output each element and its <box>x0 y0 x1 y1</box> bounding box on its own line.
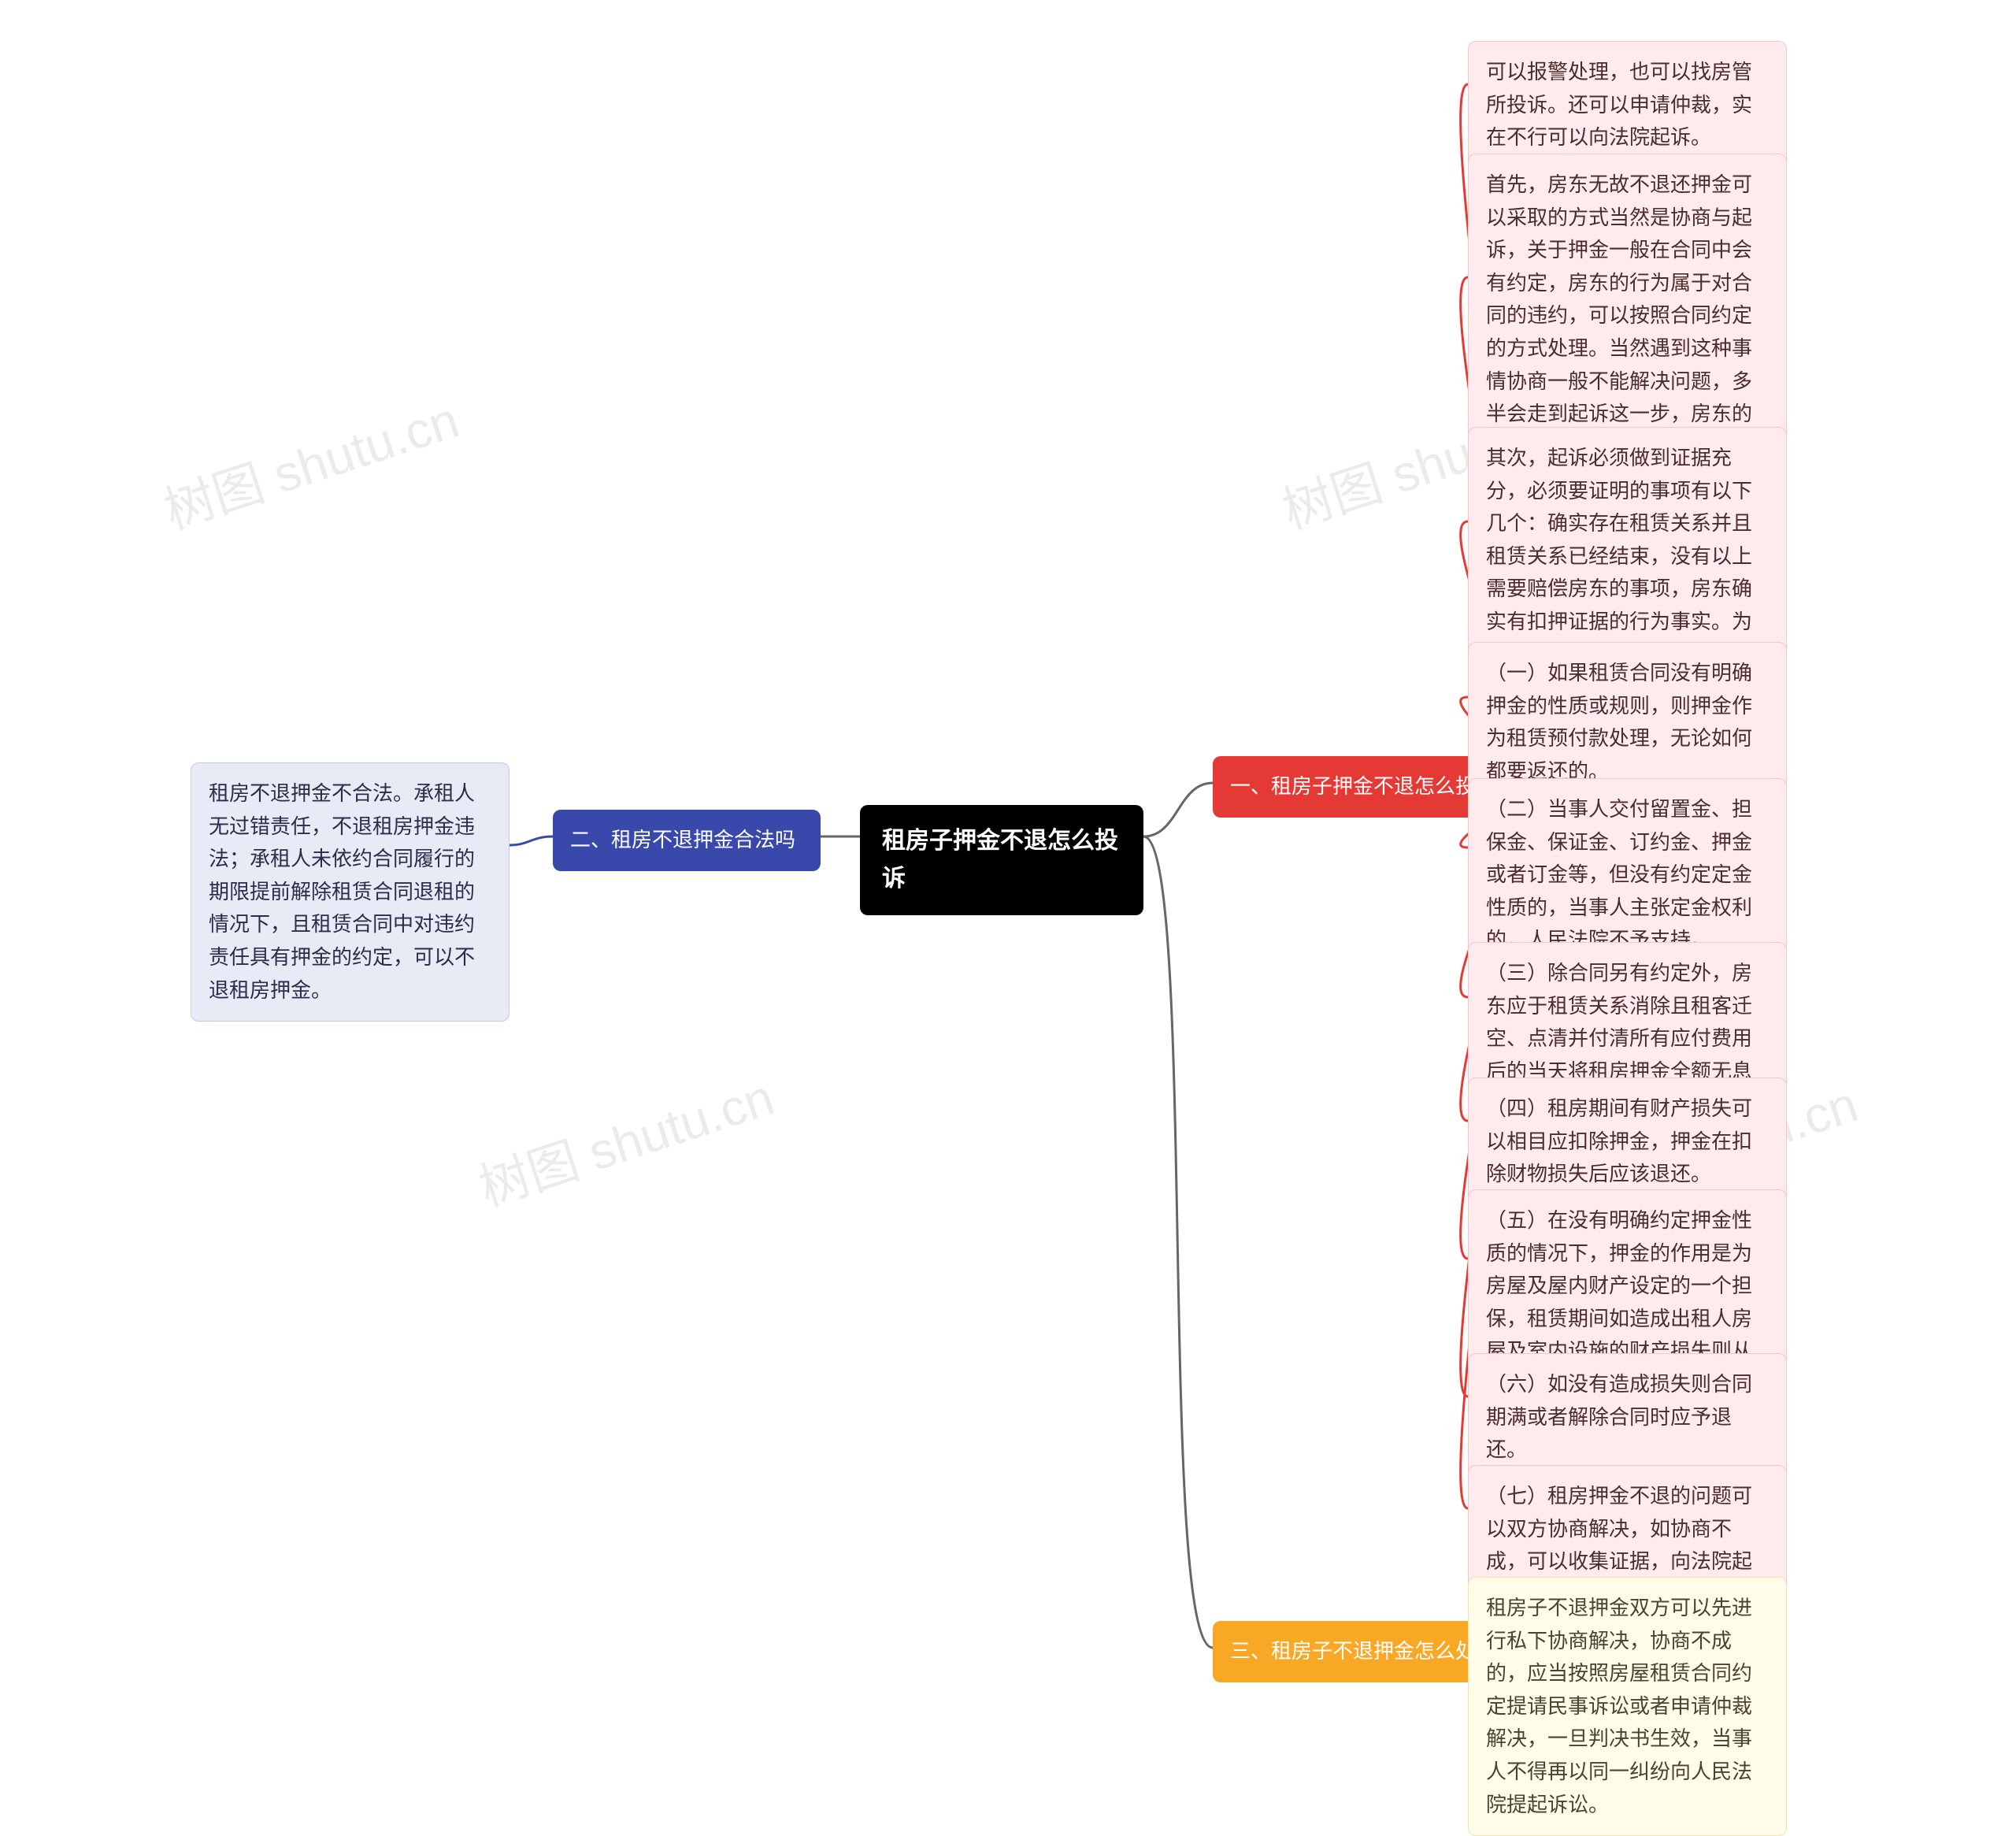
leaf-node[interactable]: 租房不退押金不合法。承租人无过错责任，不退租房押金违法；承租人未依约合同履行的期… <box>191 762 510 1022</box>
watermark: 树图 shutu.cn <box>154 380 466 543</box>
branch-node-2[interactable]: 二、租房不退押金合法吗 <box>553 810 821 871</box>
leaf-node[interactable]: （四）租房期间有财产损失可以相目应扣除押金，押金在扣除财物损失后应该退还。 <box>1468 1077 1787 1206</box>
leaf-node[interactable]: 可以报警处理，也可以找房管所投诉。还可以申请仲裁，实在不行可以向法院起诉。 <box>1468 41 1787 169</box>
watermark: 树图 shutu.cn <box>469 1057 781 1220</box>
leaf-node[interactable]: （六）如没有造成损失则合同期满或者解除合同时应予退还。 <box>1468 1353 1787 1482</box>
leaf-node[interactable]: 租房子不退押金双方可以先进行私下协商解决，协商不成的，应当按照房屋租赁合同约定提… <box>1468 1577 1787 1836</box>
mindmap-root[interactable]: 租房子押金不退怎么投诉 <box>860 805 1143 915</box>
